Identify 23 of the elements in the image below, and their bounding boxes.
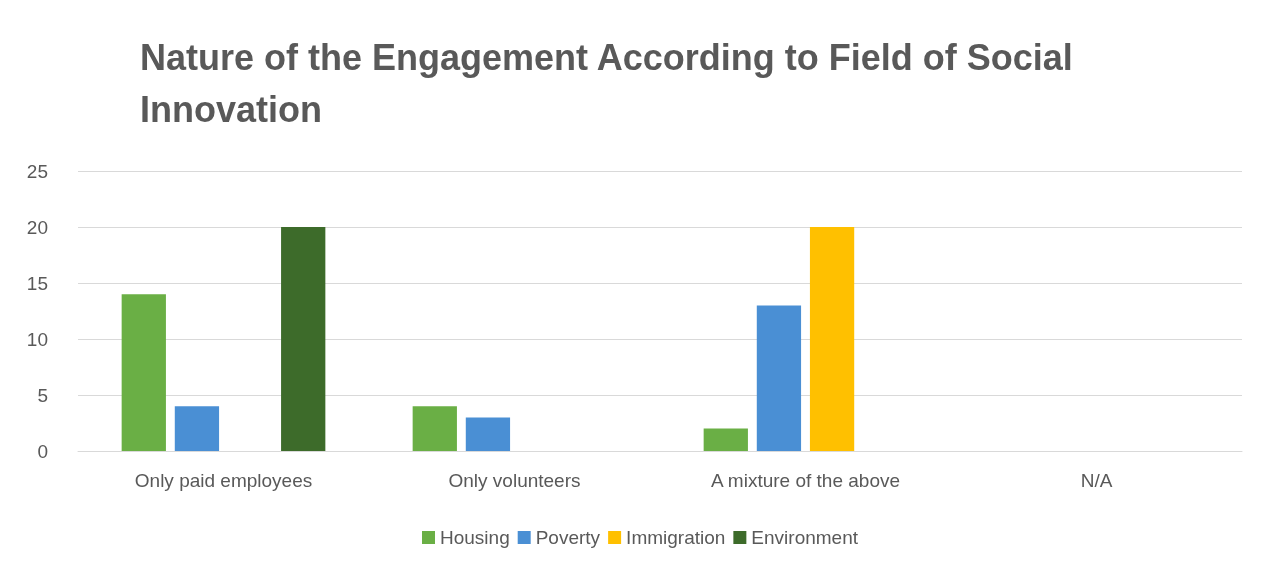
bar xyxy=(809,227,855,451)
y-tick-label: 5 xyxy=(37,384,48,406)
y-tick-label: 0 xyxy=(37,440,48,462)
x-tick-label: A mixture of the above xyxy=(710,470,901,491)
bar xyxy=(756,305,802,451)
bar xyxy=(281,227,326,451)
bar xyxy=(174,406,220,451)
chart-title: Nature of the Engagement According to Field of Social Innovation xyxy=(140,36,1083,130)
bar xyxy=(465,417,511,451)
legend-label: Environment xyxy=(751,527,859,548)
legend-label: Poverty xyxy=(535,527,601,548)
y-tick-label: 25 xyxy=(26,160,48,182)
y-tick-label: 20 xyxy=(26,216,48,238)
x-tick-label: N/A xyxy=(1080,470,1113,491)
legend-label: Housing xyxy=(439,527,510,548)
x-tick-label: Only paid employees xyxy=(134,470,313,491)
y-tick-label: 15 xyxy=(26,272,48,294)
x-tick-label: Only volunteers xyxy=(448,470,581,491)
bar xyxy=(121,294,166,451)
bar xyxy=(412,406,457,451)
bar xyxy=(703,428,748,451)
legend-label: Immigration xyxy=(626,527,726,548)
y-tick-label: 10 xyxy=(26,328,48,350)
